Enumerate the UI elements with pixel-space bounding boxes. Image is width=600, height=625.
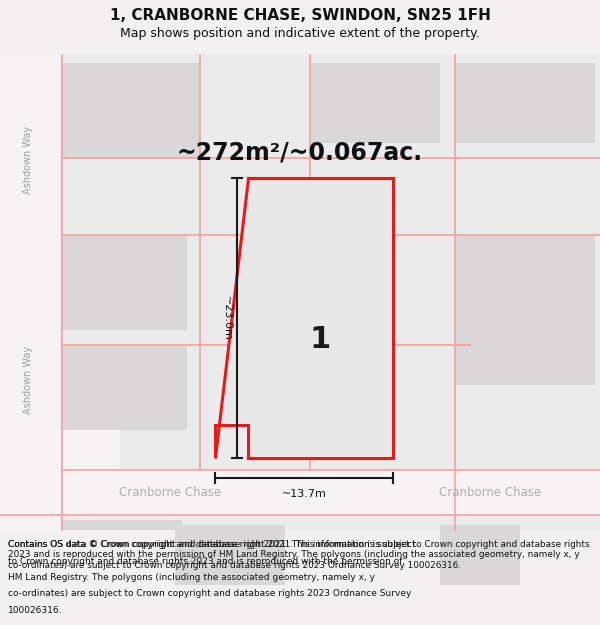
Text: ~13.7m: ~13.7m [281,489,326,499]
Text: co-ordinates) are subject to Crown copyright and database rights 2023 Ordnance S: co-ordinates) are subject to Crown copyr… [8,589,412,599]
Bar [0,55,600,530]
Bar [0,55,60,530]
Bar [62,345,187,430]
Text: 1: 1 [310,326,331,354]
Bar [455,63,595,143]
Bar [310,63,440,143]
Text: ~272m²/~0.067ac.: ~272m²/~0.067ac. [177,140,423,164]
Bar [455,235,595,385]
Polygon shape [215,178,393,458]
Text: 1, CRANBORNE CHASE, SWINDON, SN25 1FH: 1, CRANBORNE CHASE, SWINDON, SN25 1FH [110,9,490,24]
Text: 100026316.: 100026316. [8,606,62,615]
Text: Cranborne Chase: Cranborne Chase [439,486,541,499]
Bar [0,470,600,515]
Text: Contains OS data © Crown copyright and database right 2021. This information is : Contains OS data © Crown copyright and d… [8,540,416,549]
Bar [440,525,520,585]
Text: Cranborne Chase: Cranborne Chase [119,486,221,499]
Bar [0,430,120,515]
Text: Contains OS data © Crown copyright and database right 2021. This information is : Contains OS data © Crown copyright and d… [8,540,590,570]
Text: Ashdown Way: Ashdown Way [23,126,33,194]
Text: ~23.0m: ~23.0m [222,296,232,341]
Bar [62,63,200,158]
Bar [62,235,187,330]
Text: HM Land Registry. The polygons (including the associated geometry, namely x, y: HM Land Registry. The polygons (includin… [8,573,375,582]
Text: Map shows position and indicative extent of the property.: Map shows position and indicative extent… [120,28,480,41]
Text: to Crown copyright and database rights 2023 and is reproduced with the permissio: to Crown copyright and database rights 2… [8,556,403,566]
Text: Ashdown Way: Ashdown Way [23,346,33,414]
Bar [175,525,285,585]
Bar [62,520,182,530]
